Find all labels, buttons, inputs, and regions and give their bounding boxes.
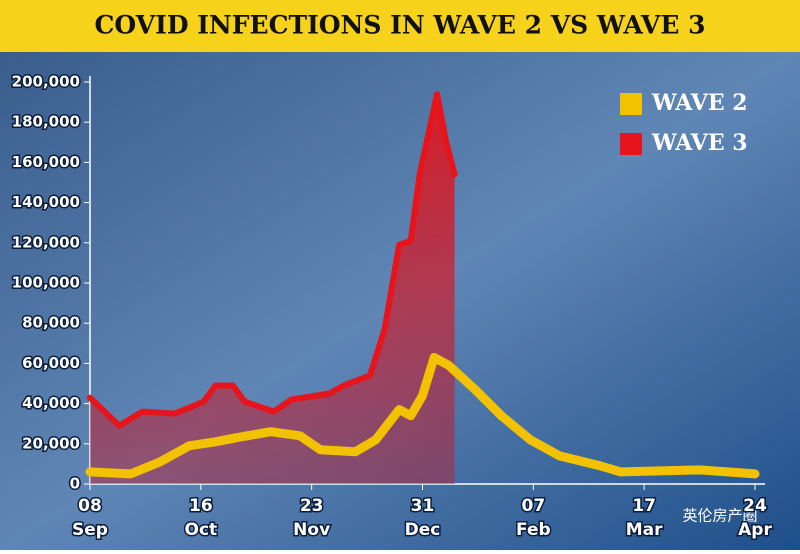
- y-tick-label: 140,000: [12, 193, 80, 211]
- x-tick-month: Mar: [626, 520, 663, 540]
- x-tick-label: 23: [300, 496, 324, 516]
- x-tick-month: Sep: [72, 520, 108, 540]
- legend-label: WAVE 3: [651, 130, 748, 156]
- y-tick-label: 120,000: [12, 233, 80, 251]
- x-tick-label: 07: [521, 496, 545, 516]
- legend-swatch: [620, 93, 642, 115]
- area: [90, 94, 455, 484]
- x-tick-month: Feb: [516, 520, 551, 540]
- x-tick-month: Nov: [293, 520, 330, 540]
- y-tick-label: 0: [70, 475, 80, 493]
- title-bar: [0, 0, 800, 52]
- x-tick-label: 17: [632, 496, 656, 516]
- x-tick-label: 24: [743, 496, 767, 516]
- line: [85, 352, 760, 479]
- x-tick-month: Oct: [185, 520, 218, 540]
- y-tick-label: 200,000: [12, 73, 80, 91]
- chart-title: COVID INFECTIONS IN WAVE 2 VS WAVE 3: [95, 11, 706, 40]
- watermark: 英伦房产圈: [682, 507, 757, 525]
- y-tick-label: 60,000: [22, 354, 80, 372]
- y-tick-label: 80,000: [22, 314, 80, 332]
- y-tick-label: 20,000: [22, 434, 80, 452]
- y-tick-label: 100,000: [12, 274, 80, 292]
- x-tick-label: 31: [411, 496, 435, 516]
- y-tick-label: 40,000: [22, 394, 80, 412]
- legend-label: WAVE 2: [651, 90, 748, 116]
- line: [87, 91, 458, 429]
- x-tick-month: Apr: [738, 520, 772, 540]
- x-tick-month: Dec: [405, 520, 441, 540]
- y-tick-label: 160,000: [12, 153, 80, 171]
- y-tick-label: 180,000: [12, 113, 80, 131]
- x-tick-label: 08: [78, 496, 102, 516]
- x-tick-label: 16: [189, 496, 213, 516]
- legend-swatch: [620, 133, 642, 155]
